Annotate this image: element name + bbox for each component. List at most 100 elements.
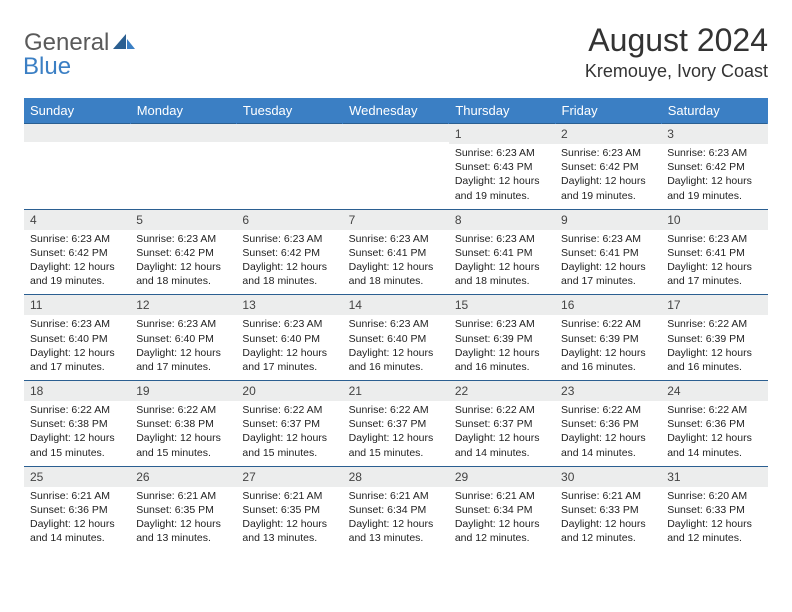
day-cell: 8Sunrise: 6:23 AMSunset: 6:41 PMDaylight… [449,209,555,295]
day-cell: 3Sunrise: 6:23 AMSunset: 6:42 PMDaylight… [661,124,767,210]
day-number: 30 [555,467,661,487]
day-number: 1 [449,124,555,144]
day-cell: 9Sunrise: 6:23 AMSunset: 6:41 PMDaylight… [555,209,661,295]
day-info: Sunrise: 6:22 AMSunset: 6:36 PMDaylight:… [661,401,767,466]
day-number [236,124,342,142]
day-cell: 24Sunrise: 6:22 AMSunset: 6:36 PMDayligh… [661,381,767,467]
day-cell: 15Sunrise: 6:23 AMSunset: 6:39 PMDayligh… [449,295,555,381]
dow-row: SundayMondayTuesdayWednesdayThursdayFrid… [24,98,768,124]
day-cell: 13Sunrise: 6:23 AMSunset: 6:40 PMDayligh… [236,295,342,381]
calendar-page: General Blue August 2024 Kremouye, Ivory… [0,0,792,551]
day-cell: 21Sunrise: 6:22 AMSunset: 6:37 PMDayligh… [343,381,449,467]
day-cell: 10Sunrise: 6:23 AMSunset: 6:41 PMDayligh… [661,209,767,295]
day-info: Sunrise: 6:22 AMSunset: 6:38 PMDaylight:… [130,401,236,466]
day-cell [130,124,236,210]
day-info: Sunrise: 6:23 AMSunset: 6:41 PMDaylight:… [661,230,767,295]
day-number: 14 [343,295,449,315]
day-cell: 20Sunrise: 6:22 AMSunset: 6:37 PMDayligh… [236,381,342,467]
day-info: Sunrise: 6:22 AMSunset: 6:37 PMDaylight:… [449,401,555,466]
day-number: 15 [449,295,555,315]
day-cell: 4Sunrise: 6:23 AMSunset: 6:42 PMDaylight… [24,209,130,295]
location: Kremouye, Ivory Coast [585,61,768,82]
day-info: Sunrise: 6:23 AMSunset: 6:41 PMDaylight:… [343,230,449,295]
day-info: Sunrise: 6:22 AMSunset: 6:36 PMDaylight:… [555,401,661,466]
day-number: 3 [661,124,767,144]
day-cell: 11Sunrise: 6:23 AMSunset: 6:40 PMDayligh… [24,295,130,381]
day-info: Sunrise: 6:23 AMSunset: 6:42 PMDaylight:… [130,230,236,295]
day-cell [236,124,342,210]
day-number: 11 [24,295,130,315]
brand-logo: General Blue [24,30,135,79]
day-cell [24,124,130,210]
dow-header: Sunday [24,98,130,124]
day-info: Sunrise: 6:23 AMSunset: 6:41 PMDaylight:… [449,230,555,295]
day-number: 29 [449,467,555,487]
day-info: Sunrise: 6:23 AMSunset: 6:43 PMDaylight:… [449,144,555,209]
day-number: 5 [130,210,236,230]
day-cell: 22Sunrise: 6:22 AMSunset: 6:37 PMDayligh… [449,381,555,467]
day-info: Sunrise: 6:20 AMSunset: 6:33 PMDaylight:… [661,487,767,552]
day-info: Sunrise: 6:23 AMSunset: 6:40 PMDaylight:… [343,315,449,380]
day-number: 2 [555,124,661,144]
sail-icon [113,32,135,53]
day-number: 25 [24,467,130,487]
calendar-table: SundayMondayTuesdayWednesdayThursdayFrid… [24,98,768,551]
day-cell: 27Sunrise: 6:21 AMSunset: 6:35 PMDayligh… [236,466,342,551]
day-info: Sunrise: 6:23 AMSunset: 6:41 PMDaylight:… [555,230,661,295]
day-number [343,124,449,142]
dow-header: Saturday [661,98,767,124]
day-info [130,142,236,198]
day-info [343,142,449,198]
day-cell: 1Sunrise: 6:23 AMSunset: 6:43 PMDaylight… [449,124,555,210]
day-info [24,142,130,198]
header: General Blue August 2024 Kremouye, Ivory… [24,22,768,82]
day-info: Sunrise: 6:21 AMSunset: 6:35 PMDaylight:… [236,487,342,552]
day-number: 27 [236,467,342,487]
day-info: Sunrise: 6:23 AMSunset: 6:40 PMDaylight:… [236,315,342,380]
day-cell: 7Sunrise: 6:23 AMSunset: 6:41 PMDaylight… [343,209,449,295]
day-info: Sunrise: 6:21 AMSunset: 6:35 PMDaylight:… [130,487,236,552]
day-cell: 17Sunrise: 6:22 AMSunset: 6:39 PMDayligh… [661,295,767,381]
day-number: 31 [661,467,767,487]
day-info: Sunrise: 6:22 AMSunset: 6:37 PMDaylight:… [343,401,449,466]
day-info: Sunrise: 6:23 AMSunset: 6:40 PMDaylight:… [24,315,130,380]
day-number: 13 [236,295,342,315]
day-number: 8 [449,210,555,230]
week-row: 18Sunrise: 6:22 AMSunset: 6:38 PMDayligh… [24,381,768,467]
day-number: 21 [343,381,449,401]
dow-header: Monday [130,98,236,124]
day-number: 4 [24,210,130,230]
dow-header: Friday [555,98,661,124]
day-number: 16 [555,295,661,315]
day-info: Sunrise: 6:22 AMSunset: 6:37 PMDaylight:… [236,401,342,466]
day-number: 23 [555,381,661,401]
day-number: 20 [236,381,342,401]
day-number: 6 [236,210,342,230]
day-cell: 25Sunrise: 6:21 AMSunset: 6:36 PMDayligh… [24,466,130,551]
day-number [24,124,130,142]
day-info: Sunrise: 6:23 AMSunset: 6:39 PMDaylight:… [449,315,555,380]
day-number: 28 [343,467,449,487]
day-info: Sunrise: 6:22 AMSunset: 6:38 PMDaylight:… [24,401,130,466]
day-cell: 5Sunrise: 6:23 AMSunset: 6:42 PMDaylight… [130,209,236,295]
day-info: Sunrise: 6:21 AMSunset: 6:34 PMDaylight:… [449,487,555,552]
day-number: 7 [343,210,449,230]
day-cell [343,124,449,210]
week-row: 1Sunrise: 6:23 AMSunset: 6:43 PMDaylight… [24,124,768,210]
day-info: Sunrise: 6:23 AMSunset: 6:40 PMDaylight:… [130,315,236,380]
day-info: Sunrise: 6:22 AMSunset: 6:39 PMDaylight:… [661,315,767,380]
day-number: 12 [130,295,236,315]
dow-header: Tuesday [236,98,342,124]
day-cell: 18Sunrise: 6:22 AMSunset: 6:38 PMDayligh… [24,381,130,467]
month-title: August 2024 [585,22,768,59]
day-cell: 28Sunrise: 6:21 AMSunset: 6:34 PMDayligh… [343,466,449,551]
day-info [236,142,342,198]
day-cell: 16Sunrise: 6:22 AMSunset: 6:39 PMDayligh… [555,295,661,381]
dow-header: Thursday [449,98,555,124]
day-cell: 26Sunrise: 6:21 AMSunset: 6:35 PMDayligh… [130,466,236,551]
day-cell: 29Sunrise: 6:21 AMSunset: 6:34 PMDayligh… [449,466,555,551]
week-row: 11Sunrise: 6:23 AMSunset: 6:40 PMDayligh… [24,295,768,381]
day-info: Sunrise: 6:23 AMSunset: 6:42 PMDaylight:… [555,144,661,209]
day-cell: 6Sunrise: 6:23 AMSunset: 6:42 PMDaylight… [236,209,342,295]
day-number: 17 [661,295,767,315]
